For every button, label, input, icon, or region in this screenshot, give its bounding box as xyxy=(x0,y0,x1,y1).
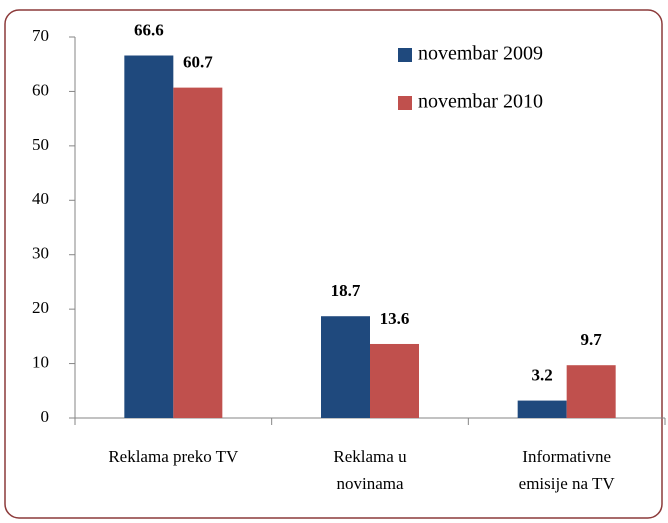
bar xyxy=(517,400,567,418)
bar xyxy=(566,365,616,418)
x-tick-label: Reklama preko TV xyxy=(108,447,239,466)
legend-swatch xyxy=(398,96,412,110)
chart-border xyxy=(4,9,663,519)
value-label: 13.6 xyxy=(380,309,410,328)
legend-label: novembar 2010 xyxy=(418,91,543,113)
y-tick-label: 30 xyxy=(32,244,49,263)
y-tick-label: 10 xyxy=(32,352,49,371)
y-tick-label: 60 xyxy=(32,80,49,99)
legend-swatch xyxy=(398,48,412,62)
bar xyxy=(321,316,370,418)
legend-label: novembar 2009 xyxy=(418,43,543,65)
value-label: 3.2 xyxy=(532,365,553,384)
bar xyxy=(124,55,174,419)
x-tick-label: Informativne xyxy=(522,447,611,466)
value-label: 9.7 xyxy=(581,330,603,349)
value-label: 66.6 xyxy=(134,20,164,39)
y-tick-label: 40 xyxy=(32,189,49,208)
x-tick-label: Reklama u xyxy=(333,447,407,466)
y-tick-label: 0 xyxy=(41,407,50,426)
y-tick-label: 70 xyxy=(32,26,49,45)
bar xyxy=(370,343,419,418)
value-label: 18.7 xyxy=(331,281,361,300)
bar xyxy=(173,87,223,419)
x-tick-label: novinama xyxy=(336,474,403,493)
y-tick-label: 50 xyxy=(32,135,49,154)
x-tick-label: emisije na TV xyxy=(519,474,616,493)
y-tick-label: 20 xyxy=(32,298,49,317)
value-label: 60.7 xyxy=(183,53,213,72)
